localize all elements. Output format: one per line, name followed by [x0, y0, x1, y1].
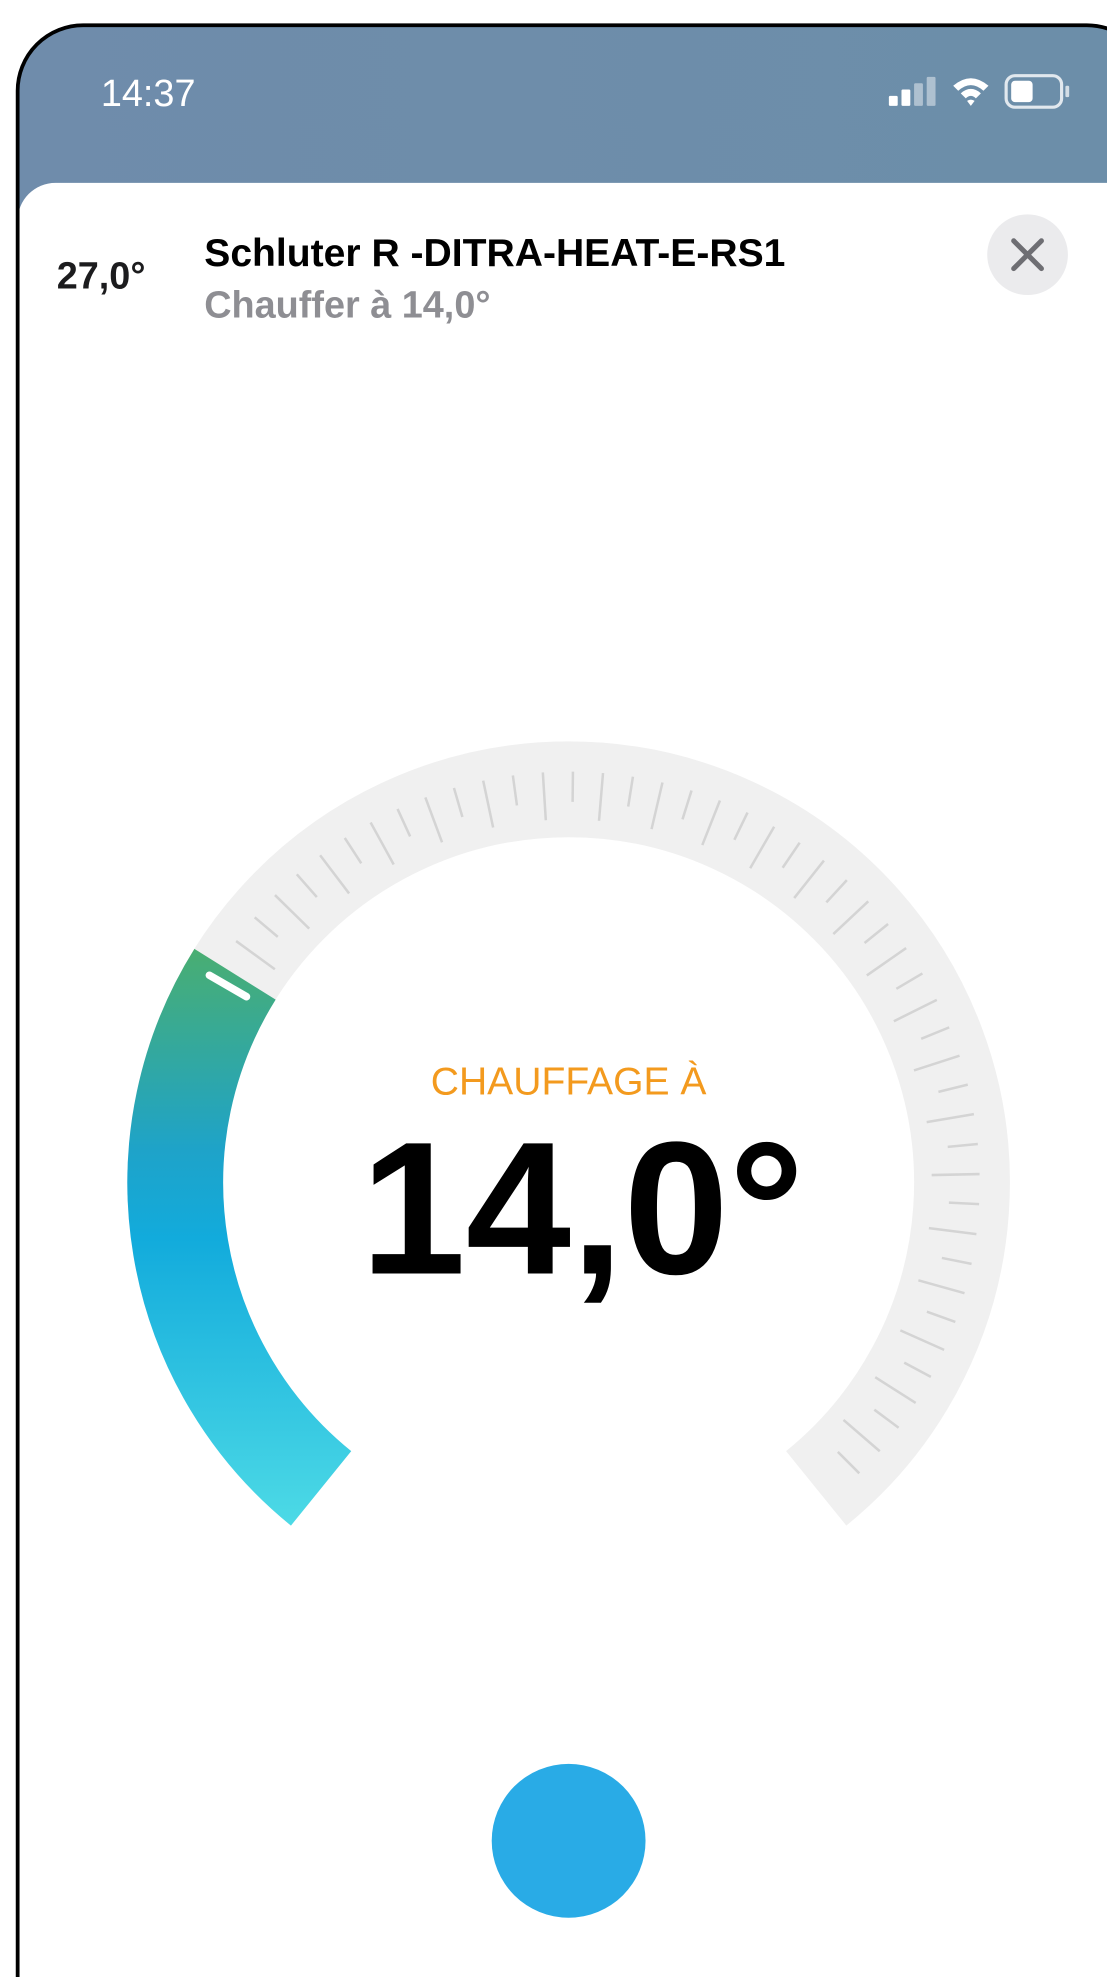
dial-tick	[253, 916, 279, 938]
dial-tick	[701, 800, 722, 846]
close-button[interactable]	[987, 214, 1068, 296]
dial-tick	[928, 1226, 977, 1236]
dial-tick	[452, 787, 464, 818]
dial-tick	[781, 842, 801, 869]
dial-tick	[948, 1201, 980, 1206]
dial-tick	[681, 790, 693, 820]
dial-handle[interactable]	[205, 971, 251, 1001]
mode-label: CHAUFFAGE À	[431, 1060, 707, 1103]
dial-tick	[626, 776, 635, 807]
dial-tick	[947, 1142, 978, 1149]
dial-tick	[836, 1451, 861, 1475]
dial-tick	[733, 812, 749, 841]
dial-tick	[931, 1172, 980, 1177]
dial-tick	[749, 826, 776, 869]
dial-tick	[863, 923, 889, 945]
dial-tick	[343, 837, 363, 865]
dial-tick	[597, 772, 605, 821]
status-time: 14:37	[101, 73, 196, 115]
dial-tick	[295, 873, 318, 898]
dial-tick	[926, 1310, 956, 1324]
dial-tick	[842, 1418, 881, 1453]
dial-tick	[319, 854, 351, 895]
dial-tick	[825, 879, 848, 904]
dial-tick	[941, 1256, 972, 1266]
dial-tick	[424, 796, 444, 843]
dial-tick	[899, 1329, 945, 1351]
dial-tick	[235, 940, 276, 971]
dial-tick	[918, 1279, 965, 1295]
dial-tick	[541, 772, 548, 821]
dial-tick	[511, 775, 519, 806]
dial-tick	[274, 894, 311, 930]
dial-tick	[920, 1026, 950, 1040]
dial-tick	[650, 782, 664, 830]
dial-tick	[793, 859, 825, 899]
dial-fill	[127, 948, 352, 1526]
dial-tick	[895, 972, 924, 990]
dial-tick	[913, 1054, 960, 1072]
power-button[interactable]	[491, 1763, 646, 1918]
dial-tick	[903, 1361, 932, 1379]
close-icon[interactable]	[1011, 238, 1044, 272]
dial-tick	[874, 1376, 917, 1404]
dial-tick	[893, 998, 938, 1023]
dial-tick	[873, 1408, 900, 1429]
dial-tick	[481, 780, 495, 828]
dial-tick	[396, 808, 412, 837]
device-title: Schluter R -DITRA-HEAT-E-RS1	[204, 232, 785, 275]
setpoint: 14,0°	[361, 1103, 805, 1314]
dial[interactable]	[127, 741, 1010, 1526]
current-temp: 27,0°	[57, 256, 146, 298]
phone-frame	[15, 23, 1107, 1977]
sheet	[17, 182, 1107, 1977]
dial-tick	[832, 900, 870, 936]
status-icons	[888, 74, 1070, 109]
dial-tick	[369, 821, 395, 866]
dial-tick	[866, 947, 907, 977]
dial-tick	[938, 1083, 969, 1094]
device-subtitle: Chauffer à 14,0°	[204, 285, 490, 327]
dial-tick	[926, 1112, 975, 1124]
